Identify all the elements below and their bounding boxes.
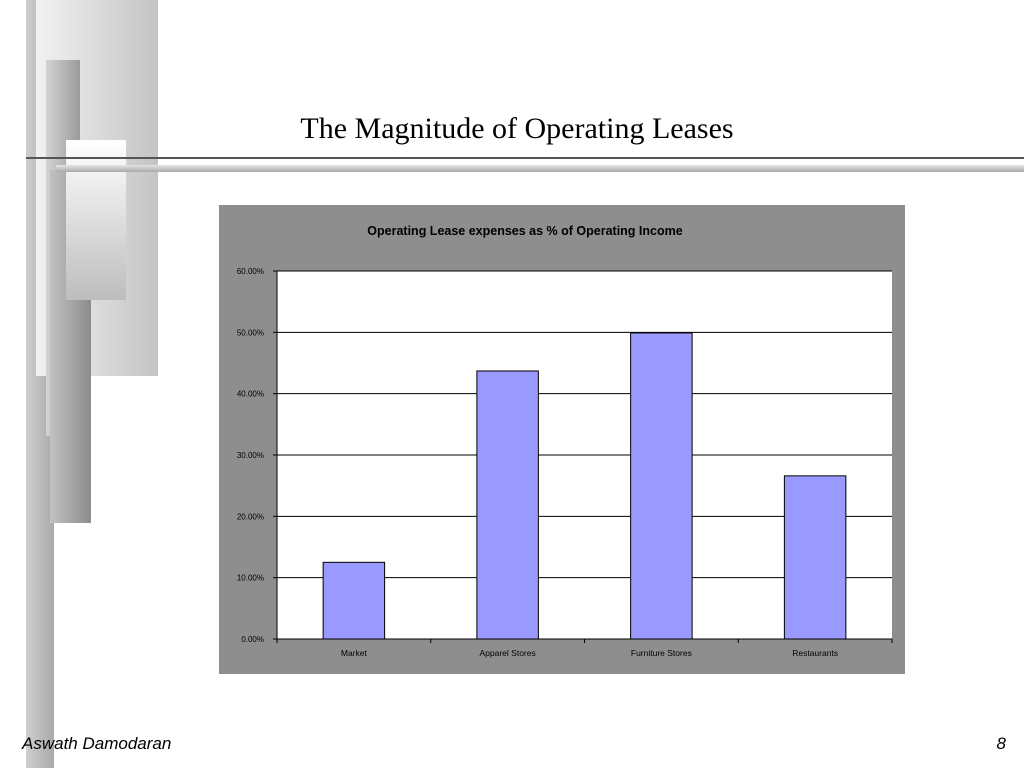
bar-chart: Operating Lease expenses as % of Operati… xyxy=(237,224,893,658)
y-tick-label: 50.00% xyxy=(237,328,264,337)
bar-apparel-stores xyxy=(476,370,539,640)
x-tick-label: Market xyxy=(341,648,368,658)
chart-title: Operating Lease expenses as % of Operati… xyxy=(367,224,682,238)
y-tick-label: 0.00% xyxy=(241,635,264,644)
y-tick-label: 40.00% xyxy=(237,390,264,399)
page-number: 8 xyxy=(996,734,1006,753)
chart-panel: Operating Lease expenses as % of Operati… xyxy=(219,205,905,674)
y-tick-label: 20.00% xyxy=(237,512,264,521)
slide-title: The Magnitude of Operating Leases xyxy=(300,112,734,145)
x-tick-label: Apparel Stores xyxy=(480,648,536,658)
y-tick-label: 30.00% xyxy=(237,451,264,460)
footer-author: Aswath Damodaran xyxy=(22,734,172,753)
title-rule-shadow xyxy=(56,165,1024,172)
x-tick-label: Restaurants xyxy=(792,648,838,658)
bar-restaurants xyxy=(783,475,847,640)
y-tick-label: 60.00% xyxy=(237,267,264,276)
bar-furniture-stores xyxy=(630,332,693,640)
y-tick-label: 10.00% xyxy=(237,574,264,583)
title-rule xyxy=(26,157,1024,159)
bar-market xyxy=(322,561,386,640)
decor-bar-5 xyxy=(66,140,126,300)
x-tick-label: Furniture Stores xyxy=(631,648,692,658)
